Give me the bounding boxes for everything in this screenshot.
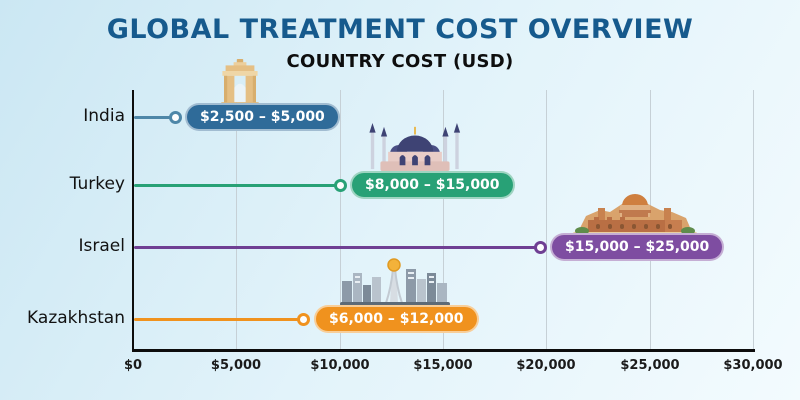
lollipop-marker-india [169, 111, 182, 124]
x-tick: $5,000 [210, 358, 262, 373]
cost-badge-kazakhstan: $6,000 – $12,000 [314, 305, 479, 333]
lollipop-marker-kazakhstan [297, 313, 310, 326]
x-axis-line [132, 349, 755, 352]
cost-badge-india: $2,500 – $5,000 [185, 103, 340, 131]
chart-header: GLOBAL TREATMENT COST OVERVIEW COUNTRY C… [0, 14, 800, 72]
cost-badge-israel: $15,000 – $25,000 [550, 233, 725, 261]
x-tick: $20,000 [516, 358, 576, 373]
lollipop-line-kazakhstan [134, 318, 302, 321]
chart-title: GLOBAL TREATMENT COST OVERVIEW [106, 14, 694, 45]
lollipop-marker-israel [534, 241, 547, 254]
blue-mosque-icon [369, 123, 461, 171]
gridline-10000 [340, 90, 341, 349]
x-tick: $10,000 [310, 358, 370, 373]
x-tick: $25,000 [620, 358, 680, 373]
x-tick: $0 [123, 358, 143, 373]
x-tick: $15,000 [413, 358, 473, 373]
lollipop-marker-turkey [334, 179, 347, 192]
cost-badge-turkey: $8,000 – $15,000 [350, 171, 515, 199]
x-tick: $30,000 [723, 358, 783, 373]
chart-subtitle: COUNTRY COST (USD) [286, 51, 514, 72]
gridline-20000 [546, 90, 547, 349]
country-label-turkey: Turkey [69, 174, 125, 194]
gridline-30000 [753, 90, 754, 349]
gridline-15000 [443, 90, 444, 349]
lollipop-line-israel [134, 246, 539, 249]
astana-skyline-icon [340, 258, 450, 306]
y-axis-line [132, 90, 134, 352]
lollipop-line-turkey [134, 184, 339, 187]
india-gate-icon [220, 59, 260, 107]
lollipop-line-india [134, 116, 174, 119]
country-label-india: India [83, 106, 125, 126]
country-label-kazakhstan: Kazakhstan [27, 308, 125, 328]
gridline-5000 [236, 90, 237, 349]
country-label-israel: Israel [78, 236, 125, 256]
jerusalem-old-city-icon [573, 194, 697, 238]
